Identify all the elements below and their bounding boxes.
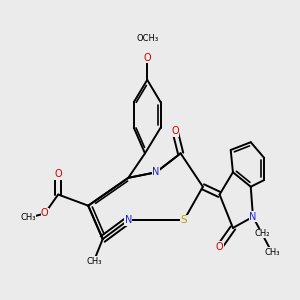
Text: N: N (249, 212, 257, 222)
Text: O: O (41, 208, 49, 218)
Text: CH₃: CH₃ (264, 248, 280, 257)
Text: O: O (143, 52, 151, 63)
Text: CH₃: CH₃ (86, 257, 101, 266)
Text: O: O (216, 242, 224, 252)
Text: O: O (54, 169, 62, 179)
Text: N: N (152, 167, 160, 177)
Text: S: S (181, 215, 187, 225)
Text: CH₃: CH₃ (20, 213, 36, 222)
Text: OCH₃: OCH₃ (136, 34, 158, 43)
Text: O: O (171, 126, 179, 136)
Text: N: N (124, 215, 132, 225)
Text: CH₂: CH₂ (254, 229, 270, 238)
